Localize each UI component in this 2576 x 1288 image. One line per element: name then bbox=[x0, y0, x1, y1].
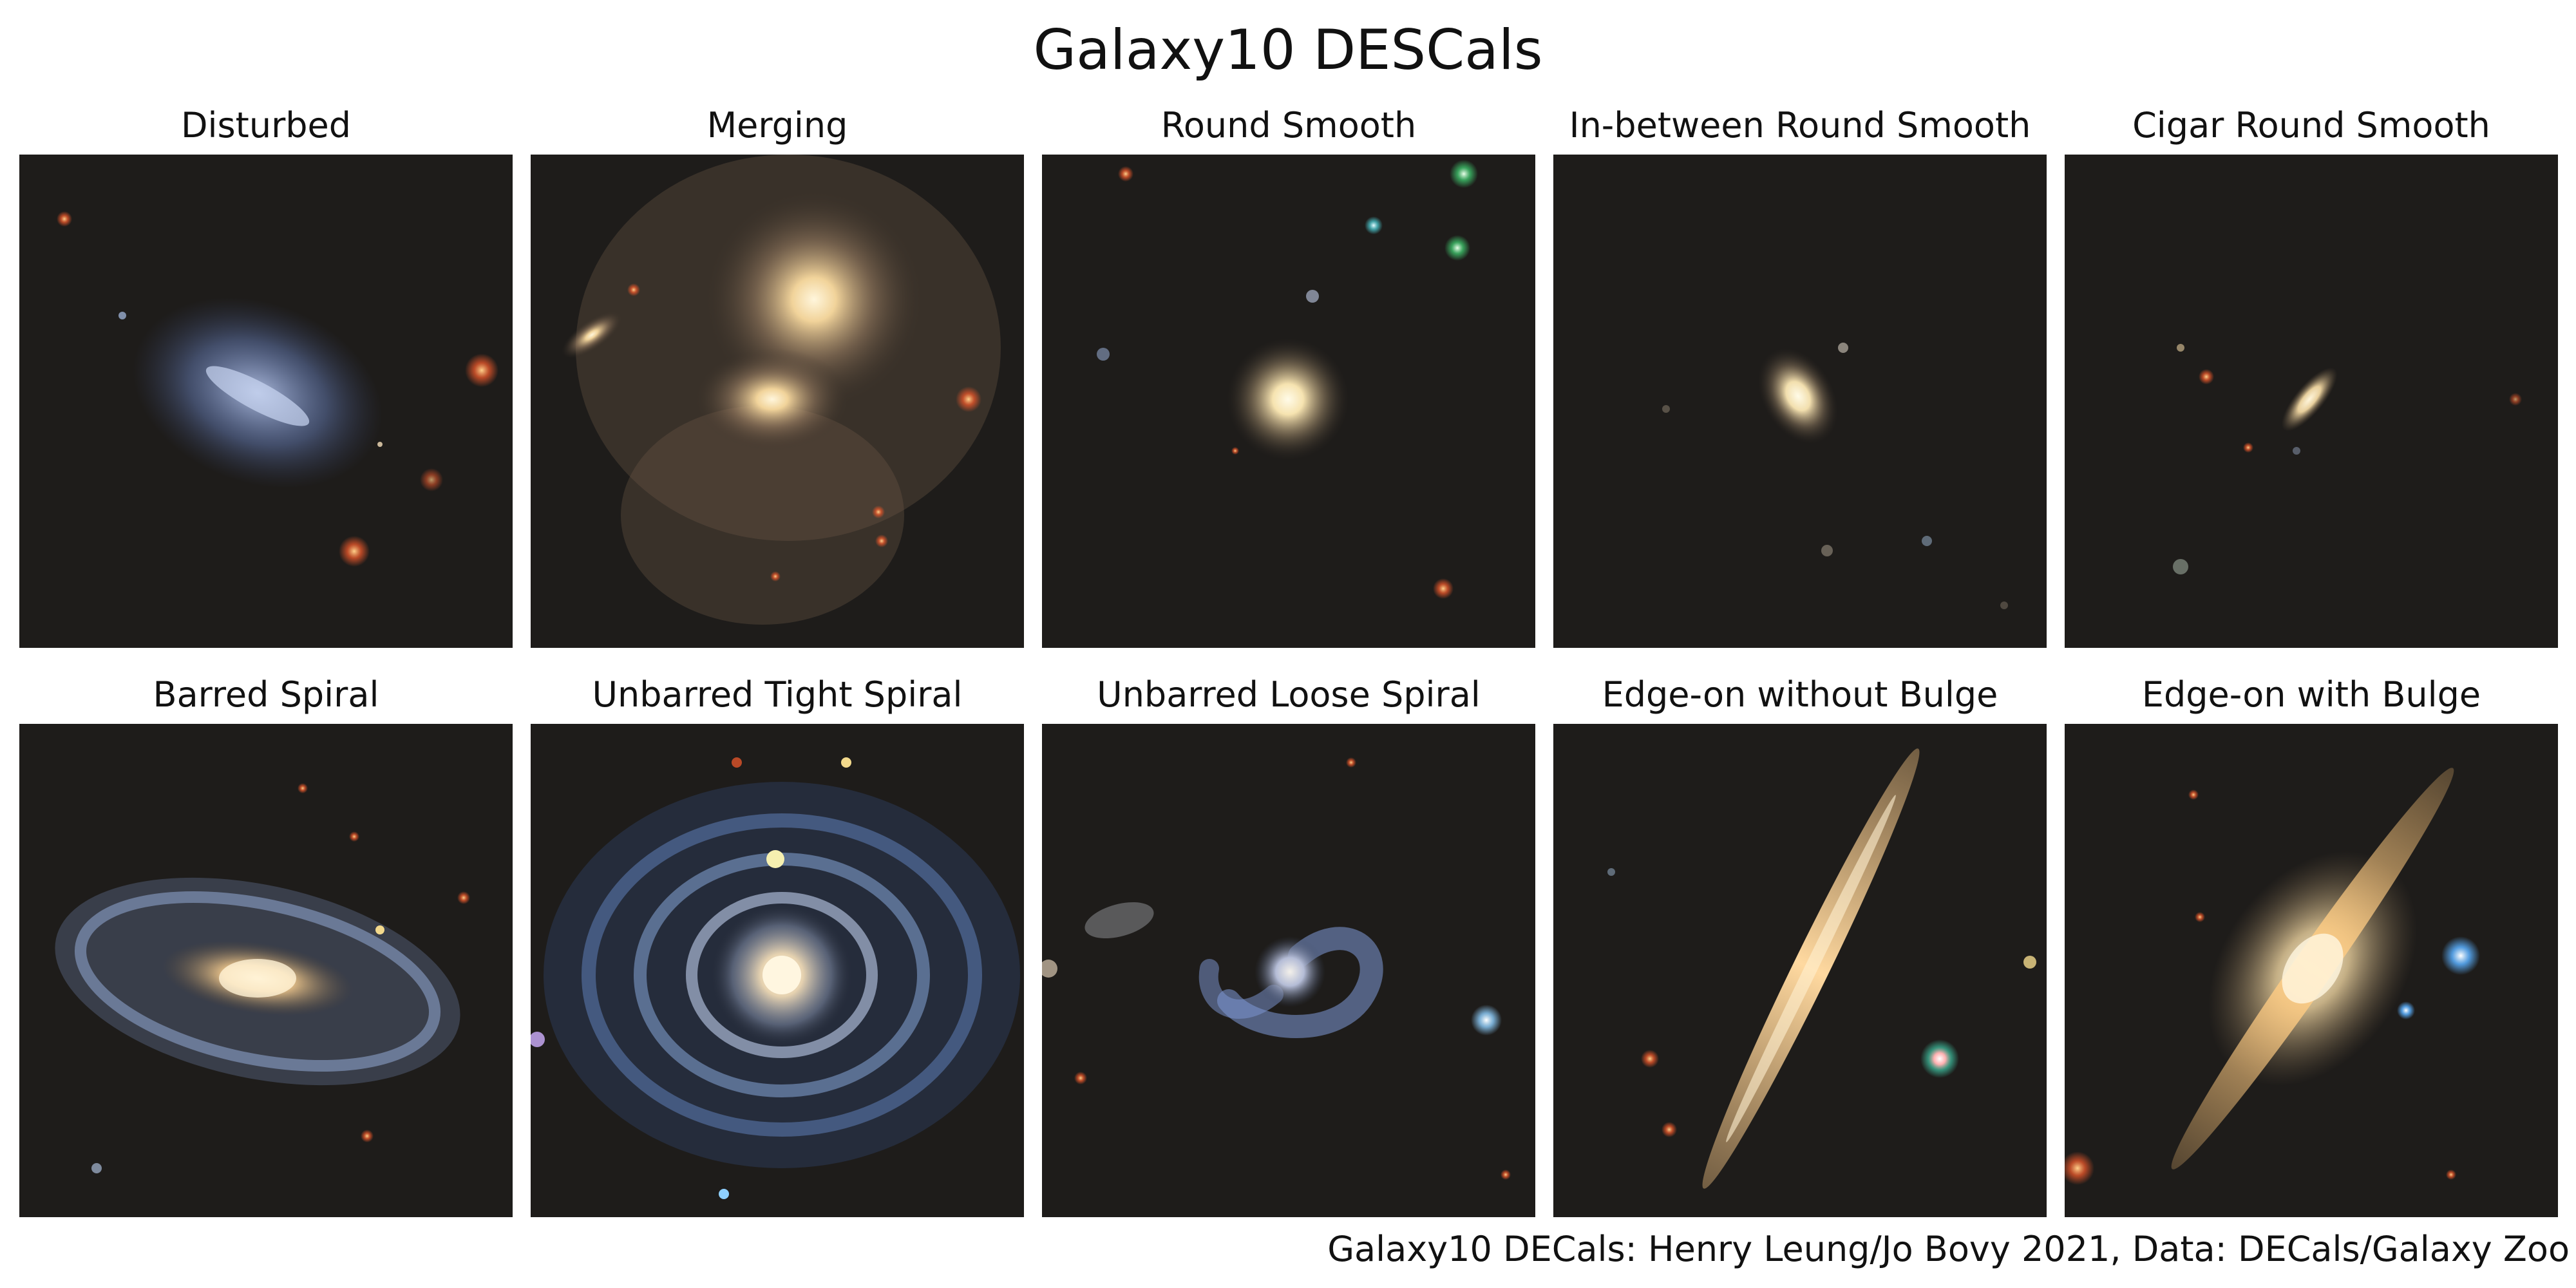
panel-cigar-round-smooth: Cigar Round Smooth bbox=[2065, 103, 2558, 648]
panel-label: Disturbed bbox=[180, 105, 352, 146]
panel-label: Round Smooth bbox=[1160, 105, 1417, 146]
galaxy-image-disturbed bbox=[19, 155, 513, 648]
panel-edge-on-with-bulge: Edge-on with Bulge bbox=[2065, 672, 2558, 1217]
panel-label: Cigar Round Smooth bbox=[2132, 105, 2490, 146]
galaxy-image-in-between-round-smooth bbox=[1553, 155, 2047, 648]
galaxy-image-barred-spiral bbox=[19, 724, 513, 1217]
galaxy-image-cigar-round-smooth bbox=[2065, 155, 2558, 648]
galaxy-image-edge-on-without-bulge bbox=[1553, 724, 2047, 1217]
galaxy-image-merging bbox=[531, 155, 1024, 648]
galaxy-image-unbarred-loose-spiral bbox=[1042, 724, 1535, 1217]
panel-label: Unbarred Tight Spiral bbox=[592, 674, 963, 715]
panel-round-smooth: Round Smooth bbox=[1042, 103, 1535, 648]
galaxy-image-unbarred-tight-spiral bbox=[531, 724, 1024, 1217]
panel-in-between-round-smooth: In-between Round Smooth bbox=[1553, 103, 2047, 648]
panel-edge-on-without-bulge: Edge-on without Bulge bbox=[1553, 672, 2047, 1217]
panel-label: Unbarred Loose Spiral bbox=[1097, 674, 1481, 715]
panel-label: Barred Spiral bbox=[153, 674, 379, 715]
panel-unbarred-loose-spiral: Unbarred Loose Spiral bbox=[1042, 672, 1535, 1217]
figure-title: Galaxy10 DESCals bbox=[1033, 18, 1543, 82]
panel-disturbed: Disturbed bbox=[19, 103, 513, 648]
panel-merging: Merging bbox=[531, 103, 1024, 648]
galaxy-image-edge-on-with-bulge bbox=[2065, 724, 2558, 1217]
credit-footnote: Galaxy10 DECals: Henry Leung/Jo Bovy 202… bbox=[1327, 1229, 2570, 1269]
panel-label: Edge-on without Bulge bbox=[1602, 674, 1998, 715]
panel-unbarred-tight-spiral: Unbarred Tight Spiral bbox=[531, 672, 1024, 1217]
panel-label: Merging bbox=[706, 105, 848, 146]
panel-label: In-between Round Smooth bbox=[1569, 105, 2031, 146]
galaxy-image-round-smooth bbox=[1042, 155, 1535, 648]
panel-barred-spiral: Barred Spiral bbox=[19, 672, 513, 1217]
panel-label: Edge-on with Bulge bbox=[2141, 674, 2481, 715]
